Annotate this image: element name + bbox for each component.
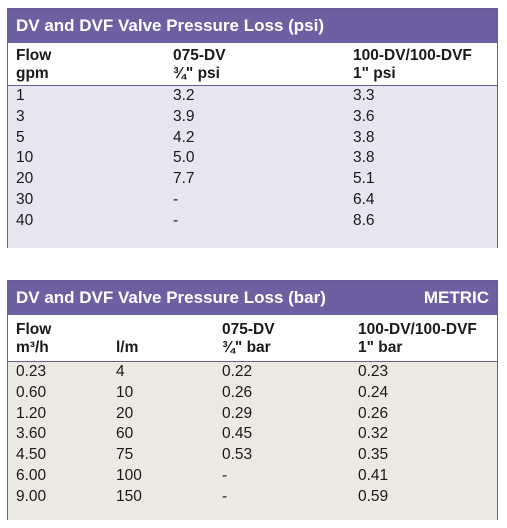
bar-table-title: DV and DVF Valve Pressure Loss (bar) MET…: [8, 281, 497, 315]
bar-table-cell: 150: [116, 487, 142, 505]
psi-table-cell: 6.4: [353, 190, 375, 208]
psi-table-body: 1 3.2 3.3 3 3.9 3.6 5 4.2 3.8 10 5.0 3.8 20 7.7 5.1 30 -…: [8, 86, 497, 248]
psi-table-cell: 8.6: [353, 211, 375, 229]
bar-header-100dv: 100-DV/100-DVF 1" bar: [358, 321, 477, 357]
psi-table-cell: 1: [16, 87, 25, 104]
psi-table-row: 30 - 6.4: [8, 190, 497, 211]
bar-table-row: 6.00 100 - 0.41: [8, 466, 497, 487]
bar-table-cell: 4: [116, 363, 125, 380]
bar-table-cell: 100: [116, 466, 142, 484]
psi-table-row: 3 3.9 3.6: [8, 107, 497, 128]
bar-table-row: 3.60 60 0.45 0.32: [8, 424, 497, 445]
bar-table-cell: 0.24: [358, 383, 389, 401]
bar-table-cell: 10: [116, 383, 134, 401]
bar-table-cell: 0.45: [222, 425, 253, 443]
psi-table-cell: 3.8: [353, 128, 375, 146]
psi-table-row: 40 - 8.6: [8, 211, 497, 232]
bar-header-100dv-line1: 100-DV/100-DVF: [358, 321, 477, 338]
bar-table-cell: 0.22: [222, 363, 253, 380]
psi-table-row: 1 3.2 3.3: [8, 86, 497, 107]
psi-table-cell: 7.7: [173, 170, 195, 188]
bar-table-cell: 0.23: [16, 363, 47, 380]
bar-table-cell: 0.32: [358, 425, 389, 443]
psi-table-cell: 30: [16, 190, 34, 208]
bar-table-cell: 6.00: [16, 466, 47, 484]
psi-table-row: 10 5.0 3.8: [8, 148, 497, 169]
bar-table-row: 9.00 150 - 0.59: [8, 487, 497, 508]
bar-table-cell: -: [222, 487, 228, 505]
bar-header-flow-line2: m³/h: [16, 339, 49, 356]
metric-badge: METRIC: [423, 288, 489, 307]
bar-table-cell: 0.41: [358, 466, 389, 484]
bar-table-cell: 0.23: [358, 363, 389, 380]
psi-table-cell: 4.2: [173, 128, 195, 146]
bar-table-row: 4.50 75 0.53 0.35: [8, 445, 497, 466]
psi-table-cell: 3.8: [353, 149, 375, 167]
bar-table-cell: 0.35: [358, 446, 389, 464]
bar-table-cell: 20: [116, 404, 134, 422]
bar-header-lm-line2: l/m: [116, 339, 139, 356]
psi-header-075dv-line1: 075-DV: [173, 47, 226, 64]
psi-header-075dv-line2: ¾" psi: [173, 65, 220, 82]
psi-table-cell: 3.3: [353, 87, 375, 104]
bar-table-title-text: DV and DVF Valve Pressure Loss (bar): [16, 288, 326, 307]
psi-table-cell: 3.2: [173, 87, 195, 104]
psi-header-flow-line2: gpm: [16, 65, 49, 82]
bar-table-row: 0.23 4 0.22 0.23: [8, 362, 497, 383]
bar-table-cell: 75: [116, 446, 134, 464]
psi-table-cell: 40: [16, 211, 34, 229]
bar-table-cell: 0.29: [222, 404, 253, 422]
psi-header-flow: Flow gpm: [16, 47, 51, 83]
bar-table-cell: 9.00: [16, 487, 47, 505]
psi-table-cell: 3: [16, 107, 25, 125]
bar-table-cell: 0.26: [358, 404, 389, 422]
psi-table-cell: 3.9: [173, 107, 195, 125]
psi-header-075dv: 075-DV ¾" psi: [173, 47, 226, 83]
psi-table-title: DV and DVF Valve Pressure Loss (psi): [8, 9, 497, 43]
bar-table-cell: 4.50: [16, 446, 47, 464]
bar-header-flow-line1: Flow: [16, 321, 52, 338]
psi-header-100dv: 100-DV/100-DVF 1" psi: [353, 47, 472, 83]
bar-table-row: 0.60 10 0.26 0.24: [8, 383, 497, 404]
psi-table-cell: 5.1: [353, 170, 375, 188]
psi-table-cell: -: [173, 190, 179, 208]
bar-header-075dv-line1: 075-DV: [222, 321, 275, 338]
bar-table-cell: 3.60: [16, 425, 47, 443]
bar-table-cell: -: [222, 466, 228, 484]
bar-header-075dv: 075-DV ¾" bar: [222, 321, 275, 357]
bar-header-075dv-line2: ¾" bar: [222, 339, 271, 356]
bar-table-cell: 0.59: [358, 487, 389, 505]
psi-table-header: Flow gpm 075-DV ¾" psi 100-DV/100-DVF 1"…: [8, 43, 497, 86]
bar-header-lm: l/m: [116, 321, 138, 357]
bar-table-header: Flow m³/h l/m 075-DV ¾" bar 100-DV/100-D…: [8, 315, 497, 362]
psi-table-cell: -: [173, 211, 179, 229]
psi-table-cell: 3.6: [353, 107, 375, 125]
psi-table-cell: 10: [16, 149, 34, 167]
bar-header-lm-line1: [116, 321, 138, 339]
bar-table-cell: 0.53: [222, 446, 253, 464]
bar-pressure-loss-table: DV and DVF Valve Pressure Loss (bar) MET…: [7, 280, 498, 520]
psi-header-100dv-line1: 100-DV/100-DVF: [353, 47, 472, 64]
psi-table-row: 5 4.2 3.8: [8, 128, 497, 149]
psi-table-cell: 20: [16, 170, 34, 188]
bar-table-cell: 0.60: [16, 383, 47, 401]
psi-pressure-loss-table: DV and DVF Valve Pressure Loss (psi) Flo…: [7, 8, 498, 248]
psi-header-flow-line1: Flow: [16, 47, 52, 64]
bar-table-body: 0.23 4 0.22 0.23 0.60 10 0.26 0.24 1.20 20 0.29 0.2…: [8, 362, 497, 520]
psi-table-cell: 5.0: [173, 149, 195, 167]
bar-header-flow: Flow m³/h: [16, 321, 51, 357]
psi-table-cell: 5: [16, 128, 25, 146]
bar-table-cell: 0.26: [222, 383, 253, 401]
bar-header-100dv-line2: 1" bar: [358, 339, 403, 356]
psi-table-title-text: DV and DVF Valve Pressure Loss (psi): [16, 16, 325, 35]
bar-table-row: 1.20 20 0.29 0.26: [8, 404, 497, 425]
psi-table-row: 20 7.7 5.1: [8, 169, 497, 190]
psi-header-100dv-line2: 1" psi: [353, 65, 396, 82]
bar-table-cell: 60: [116, 425, 134, 443]
bar-table-cell: 1.20: [16, 404, 47, 422]
